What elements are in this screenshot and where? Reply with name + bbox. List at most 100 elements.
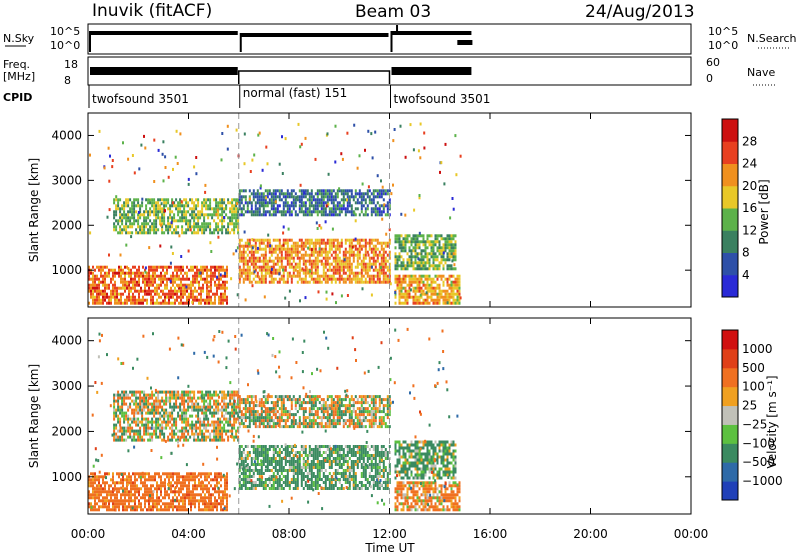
data-cell <box>231 210 234 214</box>
data-cell <box>404 274 407 278</box>
data-cell <box>246 454 249 457</box>
data-cell <box>227 438 230 442</box>
data-cell <box>374 250 377 254</box>
data-cell <box>256 472 259 475</box>
data-cell <box>186 295 188 299</box>
data-cell <box>402 277 405 281</box>
data-cell <box>238 247 241 251</box>
data-cell <box>130 235 133 239</box>
data-cell <box>138 298 140 302</box>
data-cell <box>171 216 174 220</box>
data-cell <box>250 475 253 478</box>
data-cell <box>115 219 118 223</box>
data-cell <box>300 253 303 257</box>
data-cell <box>370 198 373 202</box>
data-cell <box>121 213 124 217</box>
data-cell <box>204 487 206 491</box>
data-cell <box>348 253 351 257</box>
data-cell <box>139 204 142 208</box>
data-cell <box>430 286 433 290</box>
data-cell <box>312 204 315 208</box>
data-cell <box>264 469 267 472</box>
data-cell <box>242 259 245 263</box>
data-cell <box>155 432 158 436</box>
data-cell <box>162 508 164 512</box>
data-cell <box>264 204 267 208</box>
data-cell <box>163 201 166 205</box>
data-cell <box>102 274 104 278</box>
data-cell <box>258 247 261 251</box>
data-cell <box>252 210 255 214</box>
data-cell <box>410 274 413 278</box>
data-cell <box>312 244 315 248</box>
data-cell <box>288 265 291 269</box>
data-cell <box>106 493 108 497</box>
data-cell <box>258 238 261 242</box>
data-cell <box>292 195 295 199</box>
data-cell <box>350 271 353 275</box>
data-cell <box>164 155 167 159</box>
data-cell <box>137 411 140 415</box>
data-cell <box>406 292 409 296</box>
data-cell <box>316 250 319 254</box>
data-cell <box>215 207 218 211</box>
data-cell <box>164 265 166 269</box>
data-cell <box>161 152 164 156</box>
data-cell <box>121 429 124 433</box>
data-cell <box>173 405 176 409</box>
data-cell <box>274 277 277 281</box>
data-cell <box>217 213 220 217</box>
data-cell <box>159 414 162 418</box>
data-cell <box>137 420 140 424</box>
data-cell <box>442 255 445 259</box>
data-cell <box>242 475 245 478</box>
data-cell <box>310 241 313 245</box>
data-cell <box>143 432 146 436</box>
data-cell <box>171 408 174 412</box>
data-cell <box>168 493 170 497</box>
data-cell <box>197 432 200 436</box>
data-cell <box>346 195 349 199</box>
data-cell <box>154 292 156 296</box>
data-cell <box>111 159 114 162</box>
data-cell <box>446 283 449 287</box>
data-cell <box>208 502 210 506</box>
data-cell <box>210 289 212 293</box>
data-cell <box>231 201 234 205</box>
data-cell <box>115 228 118 232</box>
data-cell <box>160 202 163 206</box>
data-cell <box>242 213 245 217</box>
data-cell <box>340 241 343 245</box>
data-cell <box>274 256 277 260</box>
data-cell <box>192 472 194 476</box>
data-cell <box>446 277 449 281</box>
data-cell <box>327 172 330 176</box>
data-cell <box>436 240 439 244</box>
data-cell <box>312 259 315 263</box>
data-cell <box>130 274 132 278</box>
data-cell <box>144 505 146 509</box>
data-cell <box>322 198 325 202</box>
data-cell <box>213 408 216 412</box>
data-cell <box>235 198 238 202</box>
data-cell <box>186 484 188 488</box>
data-cell <box>208 481 210 485</box>
data-cell <box>443 182 446 186</box>
data-cell <box>182 295 184 299</box>
data-cell <box>312 253 315 257</box>
data-cell <box>170 481 172 485</box>
data-cell <box>284 238 287 242</box>
data-cell <box>394 264 397 268</box>
data-cell <box>449 216 452 220</box>
data-cell <box>214 268 216 272</box>
data-cell <box>139 225 142 229</box>
data-cell <box>229 231 232 235</box>
data-cell <box>348 201 351 205</box>
data-cell <box>304 250 307 254</box>
data-cell <box>121 228 124 232</box>
data-cell <box>376 247 379 251</box>
data-cell <box>336 265 339 269</box>
data-cell <box>92 277 94 281</box>
data-cell <box>106 292 108 296</box>
data-cell <box>209 435 212 439</box>
